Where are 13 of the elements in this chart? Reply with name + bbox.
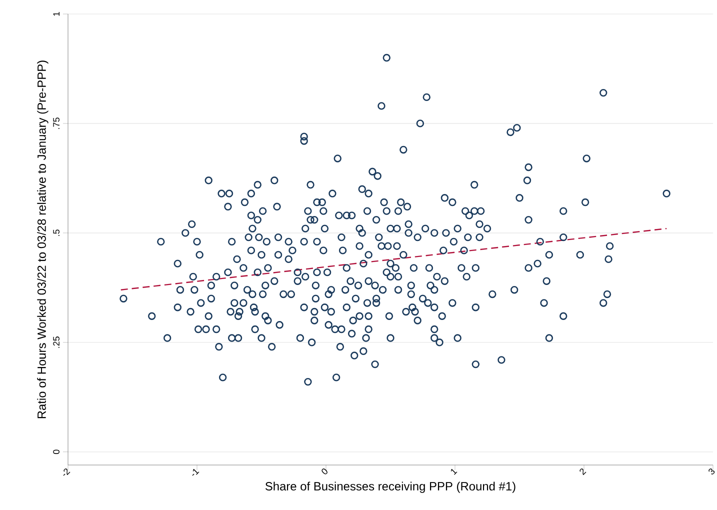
x-tick-label: 0 [322, 468, 328, 474]
x-tick-label: 3 [708, 468, 715, 474]
x-axis-title: Share of Businesses receiving PPP (Round #1) [265, 482, 516, 493]
y-tick-label: .25 [53, 336, 60, 348]
y-axis-title: Ratio of Hours Worked 03/22 to 03/28 relative to January (Pre-PPP) [37, 60, 48, 418]
y-tick-label: 1 [53, 12, 60, 16]
x-tick-label: -1 [192, 468, 200, 476]
y-tick-label: 0 [53, 450, 60, 454]
y-tick-label: .75 [53, 118, 60, 129]
x-tick-label: 1 [450, 468, 458, 475]
x-tick-label: -2 [63, 468, 70, 476]
y-tick-label: .5 [53, 230, 60, 236]
x-tick-label: 2 [580, 468, 586, 476]
